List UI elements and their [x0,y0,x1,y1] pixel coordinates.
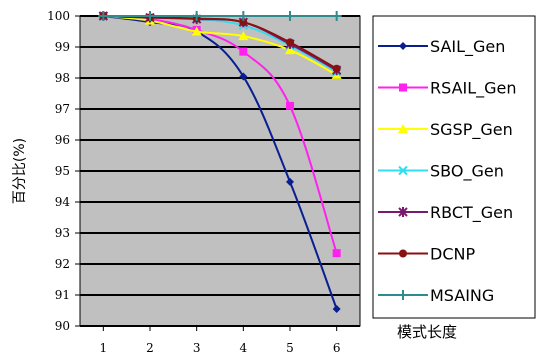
marker-diamond [399,42,407,50]
marker-triangle [285,45,295,55]
marker-plus [398,290,408,300]
marker-triangle [398,124,408,133]
legend-item-sbo-gen: SBO_Gen [378,162,504,182]
marker-diamond [286,177,294,186]
y-tick-label: 97 [55,102,70,116]
series-line-dcnp [103,15,338,70]
x-tick-label: 5 [286,341,294,355]
marker-plus [331,11,342,21]
legend-item-sgsp-gen: SGSP_Gen [378,120,513,140]
marker-x [398,165,408,176]
series-line-sgsp-gen [103,15,338,76]
marker-circle [286,38,294,47]
marker-diamond [239,72,248,81]
marker-plus [285,11,295,21]
y-tick-label: 93 [55,226,70,240]
marker-square [239,47,248,56]
legend-item-rbct-gen: RBCT_Gen [378,203,513,223]
legend-label: SGSP_Gen [430,120,513,140]
y-tick-label: 98 [55,71,70,85]
y-tick-label: 92 [55,257,70,271]
y-tick-label: 94 [55,195,71,209]
x-axis-label: 模式长度 [397,323,457,341]
legend-label: DCNP [430,245,475,264]
y-tick-label: 90 [55,319,70,333]
legend-label: RBCT_Gen [430,203,513,223]
plot-layer [79,15,361,327]
y-tick-label: 96 [55,133,70,147]
legend-item-dcnp: DCNP [378,245,475,264]
y-tick-label: 95 [55,164,70,178]
marker-plus [145,11,155,21]
legend-item-msaing: MSAING [378,286,494,305]
legend: SAIL_Gen RSAIL_Gen SGSP_Gen SBO_Gen RBCT_Gen… [372,15,536,319]
marker-circle [239,18,248,27]
legend-label: RSAIL_Gen [430,79,517,99]
y-axis-label: 百分比(%) [12,138,28,204]
marker-plus [98,11,109,21]
series-msaing [98,11,342,21]
marker-diamond [332,304,341,313]
legend-item-sail-gen: SAIL_Gen [378,37,505,57]
axis-layer: 90 91 92 93 94 95 96 97 98 99 100 1 2 3 4 5 6 [47,9,340,355]
y-tick-label: 91 [55,288,70,302]
legend-label: MSAING [430,286,494,305]
x-tick-label: 1 [100,341,108,355]
y-tick-label: 99 [55,40,70,54]
marker-square [332,249,341,258]
series-layer [98,11,342,313]
legend-label: SAIL_Gen [430,37,505,57]
x-tick-label: 2 [146,341,154,355]
legend-label: SBO_Gen [430,162,504,182]
marker-plus [191,11,202,21]
marker-circle [399,249,407,258]
x-tick-label: 6 [333,341,341,355]
marker-star [398,207,408,217]
legend-item-rsail-gen: RSAIL_Gen [378,79,517,99]
marker-square [286,101,294,110]
marker-plus [238,11,249,21]
marker-triangle [191,26,202,36]
marker-circle [332,64,341,73]
x-tick-label: 4 [240,341,248,355]
x-tick-label: 3 [193,341,201,355]
marker-triangle [238,31,249,41]
marker-square [399,83,407,92]
y-tick-label: 100 [47,9,70,23]
